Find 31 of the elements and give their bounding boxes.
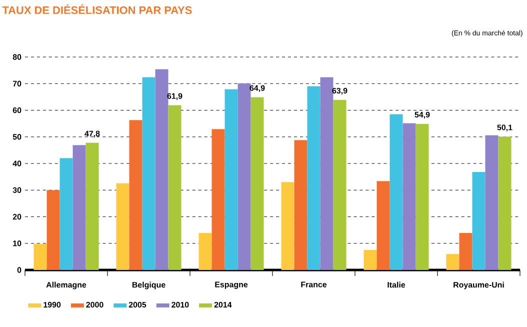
- bar: [498, 136, 512, 270]
- bar: [198, 232, 212, 270]
- bar: [459, 232, 472, 270]
- bar: [72, 145, 86, 270]
- bar: [34, 244, 47, 270]
- bar: [281, 182, 294, 270]
- bar: [129, 120, 142, 270]
- bar: [376, 181, 390, 270]
- bar: [446, 254, 460, 270]
- bar: [364, 250, 377, 270]
- bar: [155, 69, 168, 270]
- bar: [294, 140, 308, 270]
- bar: [60, 158, 73, 270]
- bar: [46, 190, 60, 270]
- bar: [390, 114, 403, 270]
- bar: [307, 86, 320, 270]
- bar: [320, 77, 334, 270]
- chart-title: TAUX DE DIÉSÉLISATION PAR PAYS: [2, 4, 192, 14]
- bar: [238, 83, 251, 270]
- bar: [402, 123, 416, 270]
- bar: [212, 129, 225, 270]
- bar: [472, 172, 486, 270]
- bar: [224, 89, 238, 270]
- bar: [250, 97, 264, 270]
- bar: [86, 142, 99, 270]
- bar: [333, 100, 346, 270]
- bar: [142, 77, 156, 270]
- bar: [168, 105, 182, 270]
- bar: [116, 183, 130, 270]
- bar: [485, 135, 498, 270]
- bar: [416, 124, 429, 270]
